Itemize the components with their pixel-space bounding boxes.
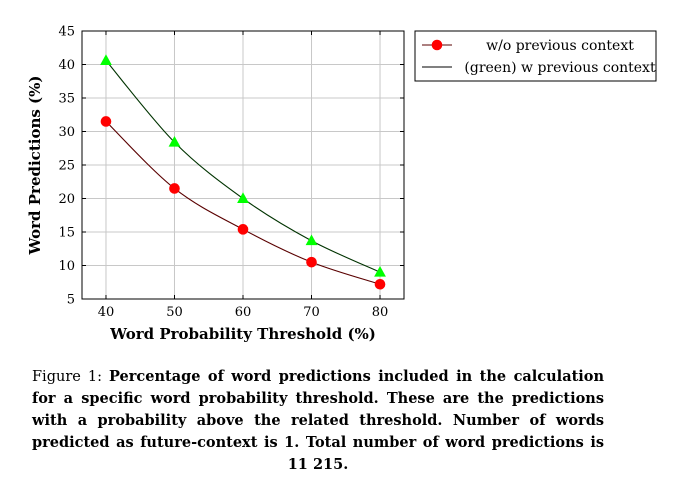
y-tick-label: 30 — [58, 125, 75, 140]
x-tick-label: 60 — [235, 305, 252, 320]
series-0-point — [306, 256, 317, 268]
grid — [82, 30, 404, 300]
x-tick-label: 70 — [303, 305, 320, 320]
x-tick-label: 80 — [372, 305, 389, 320]
legend-box — [414, 30, 657, 82]
series-1-point — [237, 192, 249, 203]
legend-label: (green) w previous context — [464, 60, 656, 76]
y-tick-label: 25 — [58, 159, 75, 174]
series-0-point — [374, 278, 386, 290]
y-tick-label: 5 — [67, 293, 75, 308]
series-1 — [100, 54, 386, 277]
figure-caption: Figure 1: Percentage of word predictions… — [32, 366, 604, 476]
y-tick-label: 20 — [58, 192, 75, 207]
series-1-point — [374, 266, 386, 277]
chart: 40 50 60 70 80 5 10 15 20 25 30 35 40 45 Word Probabi… — [26, 25, 657, 343]
x-axis-label: Word Probability Threshold (%) — [109, 325, 376, 343]
caption-text: Percentage of word predictions included … — [32, 368, 605, 473]
y-tick-label: 15 — [58, 226, 75, 241]
y-tick-label: 40 — [58, 58, 75, 73]
legend: w/o previous context (green) w previous c… — [414, 30, 657, 82]
ticks: 40 50 60 70 80 5 10 15 20 25 30 35 40 45 — [58, 25, 404, 320]
series-1-point — [100, 54, 112, 65]
x-tick-label: 50 — [166, 305, 183, 320]
series-0-point — [100, 116, 112, 127]
series-0 — [100, 116, 386, 290]
legend-marker — [431, 39, 443, 51]
series-1-point — [168, 136, 181, 147]
caption-prefix: Figure 1: — [32, 369, 102, 385]
series-0-point — [237, 224, 249, 235]
series-layer — [100, 54, 386, 290]
series-1-line — [105, 60, 381, 273]
series-0-point — [169, 183, 180, 194]
y-axis-label: Word Predictions (%) — [26, 76, 44, 256]
y-tick-label: 10 — [58, 259, 75, 274]
series-1-point — [305, 234, 318, 246]
y-tick-label: 35 — [58, 92, 75, 107]
legend-label: w/o previous context — [486, 38, 634, 54]
x-tick-label: 40 — [98, 305, 115, 320]
y-tick-label: 45 — [58, 25, 75, 40]
